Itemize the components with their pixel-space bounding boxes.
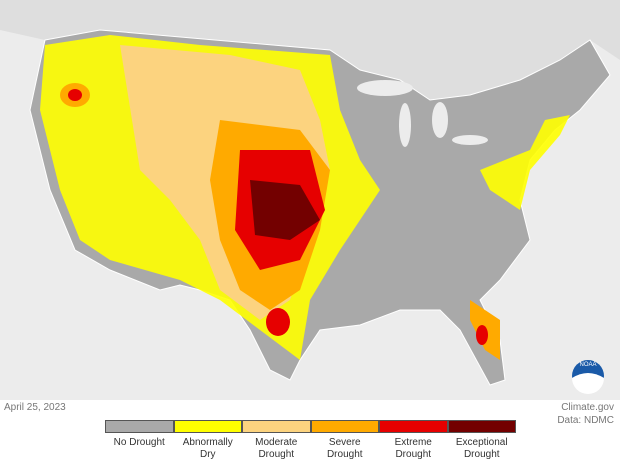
legend-swatch xyxy=(105,420,174,433)
legend-swatch xyxy=(242,420,311,433)
legend-label: Moderate Drought xyxy=(255,437,298,460)
date: April 25, 2023 xyxy=(4,402,66,413)
legend-swatch xyxy=(379,420,448,433)
legend-label: Abnormally Dry xyxy=(182,437,233,460)
source: Climate.gov xyxy=(561,402,614,413)
legend-label: No Drought xyxy=(113,437,165,448)
canada xyxy=(0,0,620,100)
data-credit: Data: NDMC xyxy=(557,415,614,426)
legend-swatch xyxy=(310,420,379,433)
legend-swatch xyxy=(173,420,242,433)
legend-label: Severe Drought xyxy=(326,437,363,460)
legend-label: Extreme Drought xyxy=(394,437,432,460)
noaa-logo: NOAA xyxy=(572,360,604,394)
logo-text: NOAA xyxy=(579,362,596,368)
drought-areas xyxy=(40,35,570,360)
legend-swatch xyxy=(447,420,516,433)
map: NOAA xyxy=(0,0,620,400)
great-lakes xyxy=(357,80,488,147)
legend-label: Exceptional Drought xyxy=(455,437,508,460)
